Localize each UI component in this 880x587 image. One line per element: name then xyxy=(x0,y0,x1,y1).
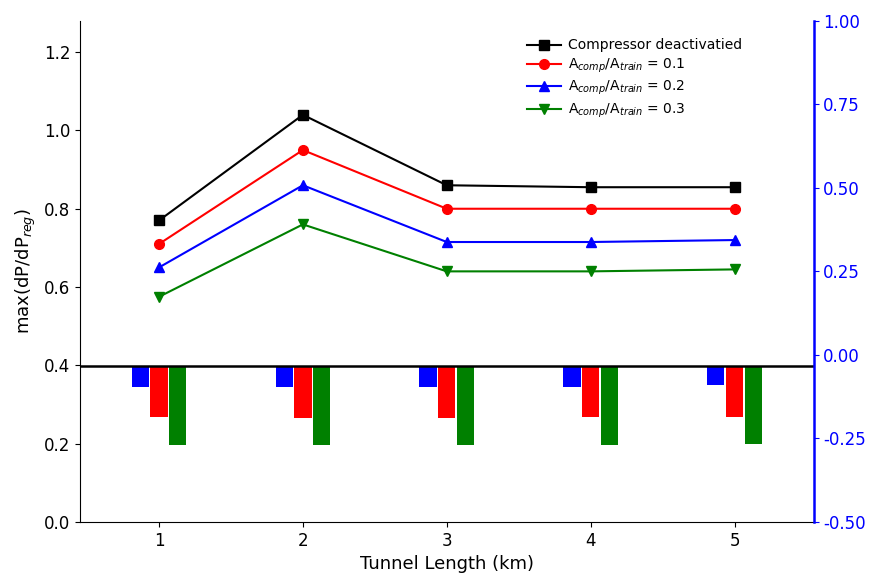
Bar xyxy=(582,366,599,417)
Bar xyxy=(601,366,618,445)
Line: A$_{comp}$/A$_{train}$ = 0.2: A$_{comp}$/A$_{train}$ = 0.2 xyxy=(154,180,739,272)
A$_{comp}$/A$_{train}$ = 0.1 xyxy=(585,205,596,212)
Bar xyxy=(708,366,724,385)
Bar xyxy=(150,366,167,417)
A$_{comp}$/A$_{train}$ = 0.2 xyxy=(154,264,165,271)
A$_{comp}$/A$_{train}$ = 0.2 xyxy=(442,238,452,245)
Bar xyxy=(313,366,330,445)
Compressor deactivatied xyxy=(730,184,740,191)
Line: Compressor deactivatied: Compressor deactivatied xyxy=(154,110,739,225)
Bar xyxy=(420,366,436,387)
Bar xyxy=(438,366,455,418)
Compressor deactivatied xyxy=(297,112,308,119)
A$_{comp}$/A$_{train}$ = 0.2 xyxy=(730,237,740,244)
Line: A$_{comp}$/A$_{train}$ = 0.1: A$_{comp}$/A$_{train}$ = 0.1 xyxy=(154,145,739,249)
Compressor deactivatied xyxy=(585,184,596,191)
Legend: Compressor deactivatied, A$_{comp}$/A$_{train}$ = 0.1, A$_{comp}$/A$_{train}$ = : Compressor deactivatied, A$_{comp}$/A$_{… xyxy=(521,33,748,126)
Compressor deactivatied xyxy=(442,182,452,189)
Bar xyxy=(744,366,762,444)
A$_{comp}$/A$_{train}$ = 0.3 xyxy=(297,221,308,228)
A$_{comp}$/A$_{train}$ = 0.3 xyxy=(585,268,596,275)
Bar xyxy=(294,366,312,418)
A$_{comp}$/A$_{train}$ = 0.1 xyxy=(297,147,308,154)
A$_{comp}$/A$_{train}$ = 0.2 xyxy=(585,238,596,245)
A$_{comp}$/A$_{train}$ = 0.1 xyxy=(730,205,740,212)
A$_{comp}$/A$_{train}$ = 0.3 xyxy=(730,266,740,273)
A$_{comp}$/A$_{train}$ = 0.3 xyxy=(154,294,165,301)
A$_{comp}$/A$_{train}$ = 0.1 xyxy=(154,241,165,248)
A$_{comp}$/A$_{train}$ = 0.3 xyxy=(442,268,452,275)
X-axis label: Tunnel Length (km): Tunnel Length (km) xyxy=(360,555,534,573)
Compressor deactivatied xyxy=(154,217,165,224)
A$_{comp}$/A$_{train}$ = 0.2 xyxy=(297,182,308,189)
Line: A$_{comp}$/A$_{train}$ = 0.3: A$_{comp}$/A$_{train}$ = 0.3 xyxy=(154,220,739,302)
Bar xyxy=(457,366,474,445)
Bar xyxy=(132,366,149,387)
Y-axis label: max(dP/dP$_{reg}$): max(dP/dP$_{reg}$) xyxy=(14,208,38,335)
Bar xyxy=(169,366,187,445)
A$_{comp}$/A$_{train}$ = 0.1 xyxy=(442,205,452,212)
Bar xyxy=(726,366,743,417)
Bar xyxy=(563,366,581,387)
Bar xyxy=(275,366,293,387)
